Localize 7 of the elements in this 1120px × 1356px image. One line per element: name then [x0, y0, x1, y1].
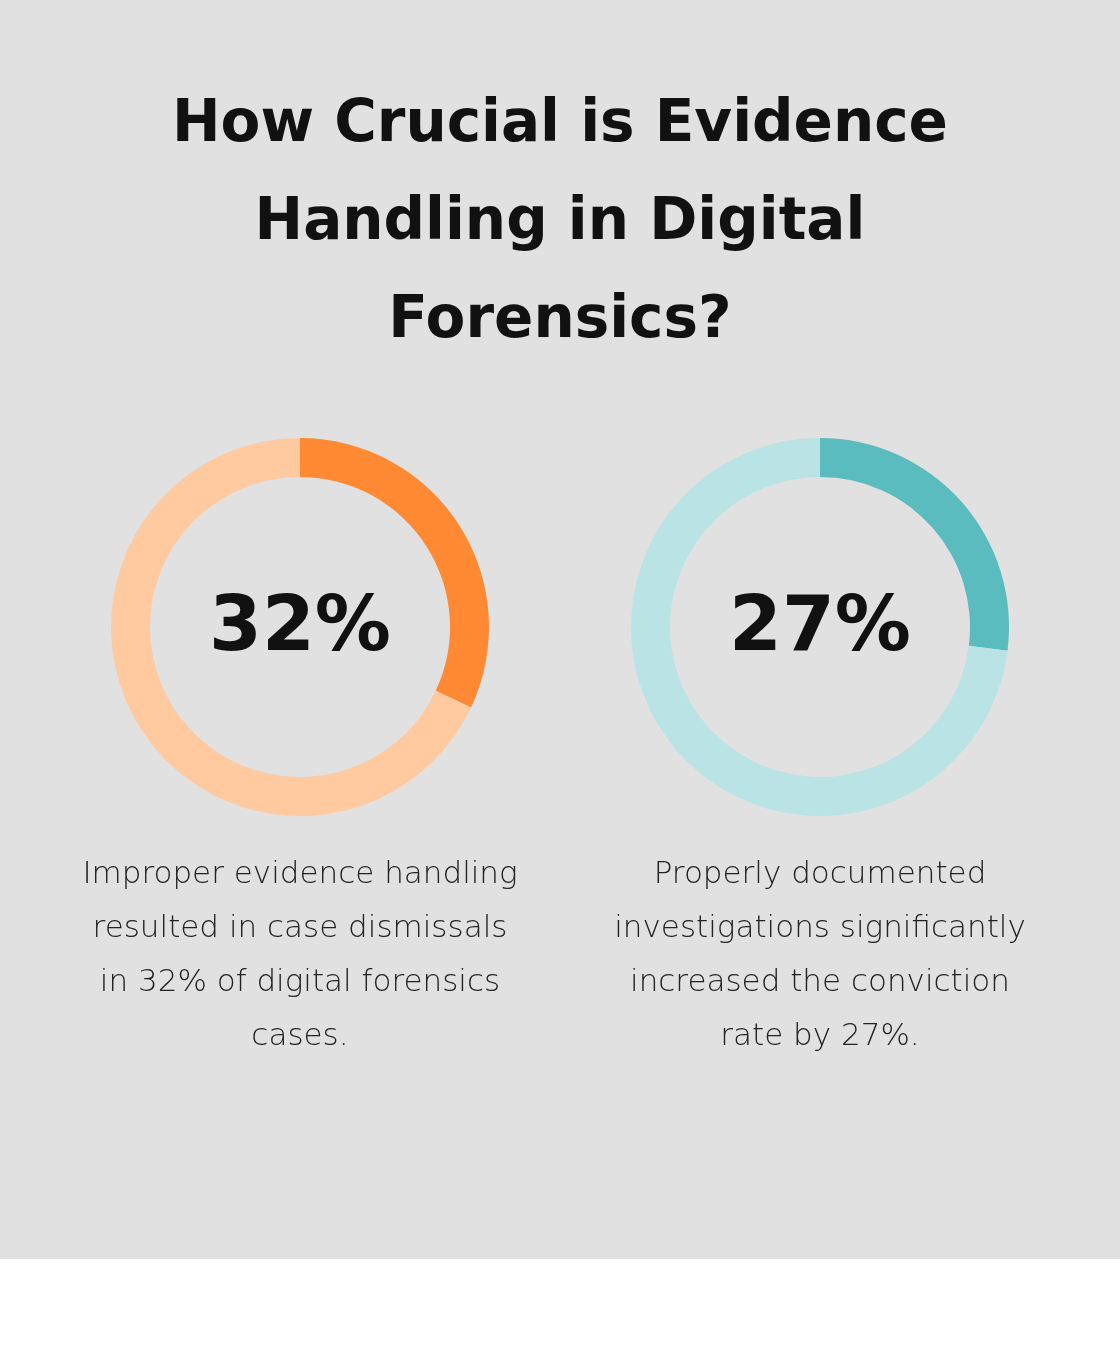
- chart-title: How Crucial is Evidence Handling in Digital Forensics?: [172, 87, 948, 351]
- text: 27%: [729, 579, 911, 668]
- text: Improper evidence handling resulted in case dismissals in 32% of digital forensics cases.: [82, 854, 518, 1052]
- text: 32%: [209, 579, 391, 668]
- donut-slice: [631, 438, 1008, 816]
- donut-slice: [111, 438, 472, 816]
- text: Properly documented investigations significantly increased the conviction rate by 27%.: [614, 854, 1026, 1052]
